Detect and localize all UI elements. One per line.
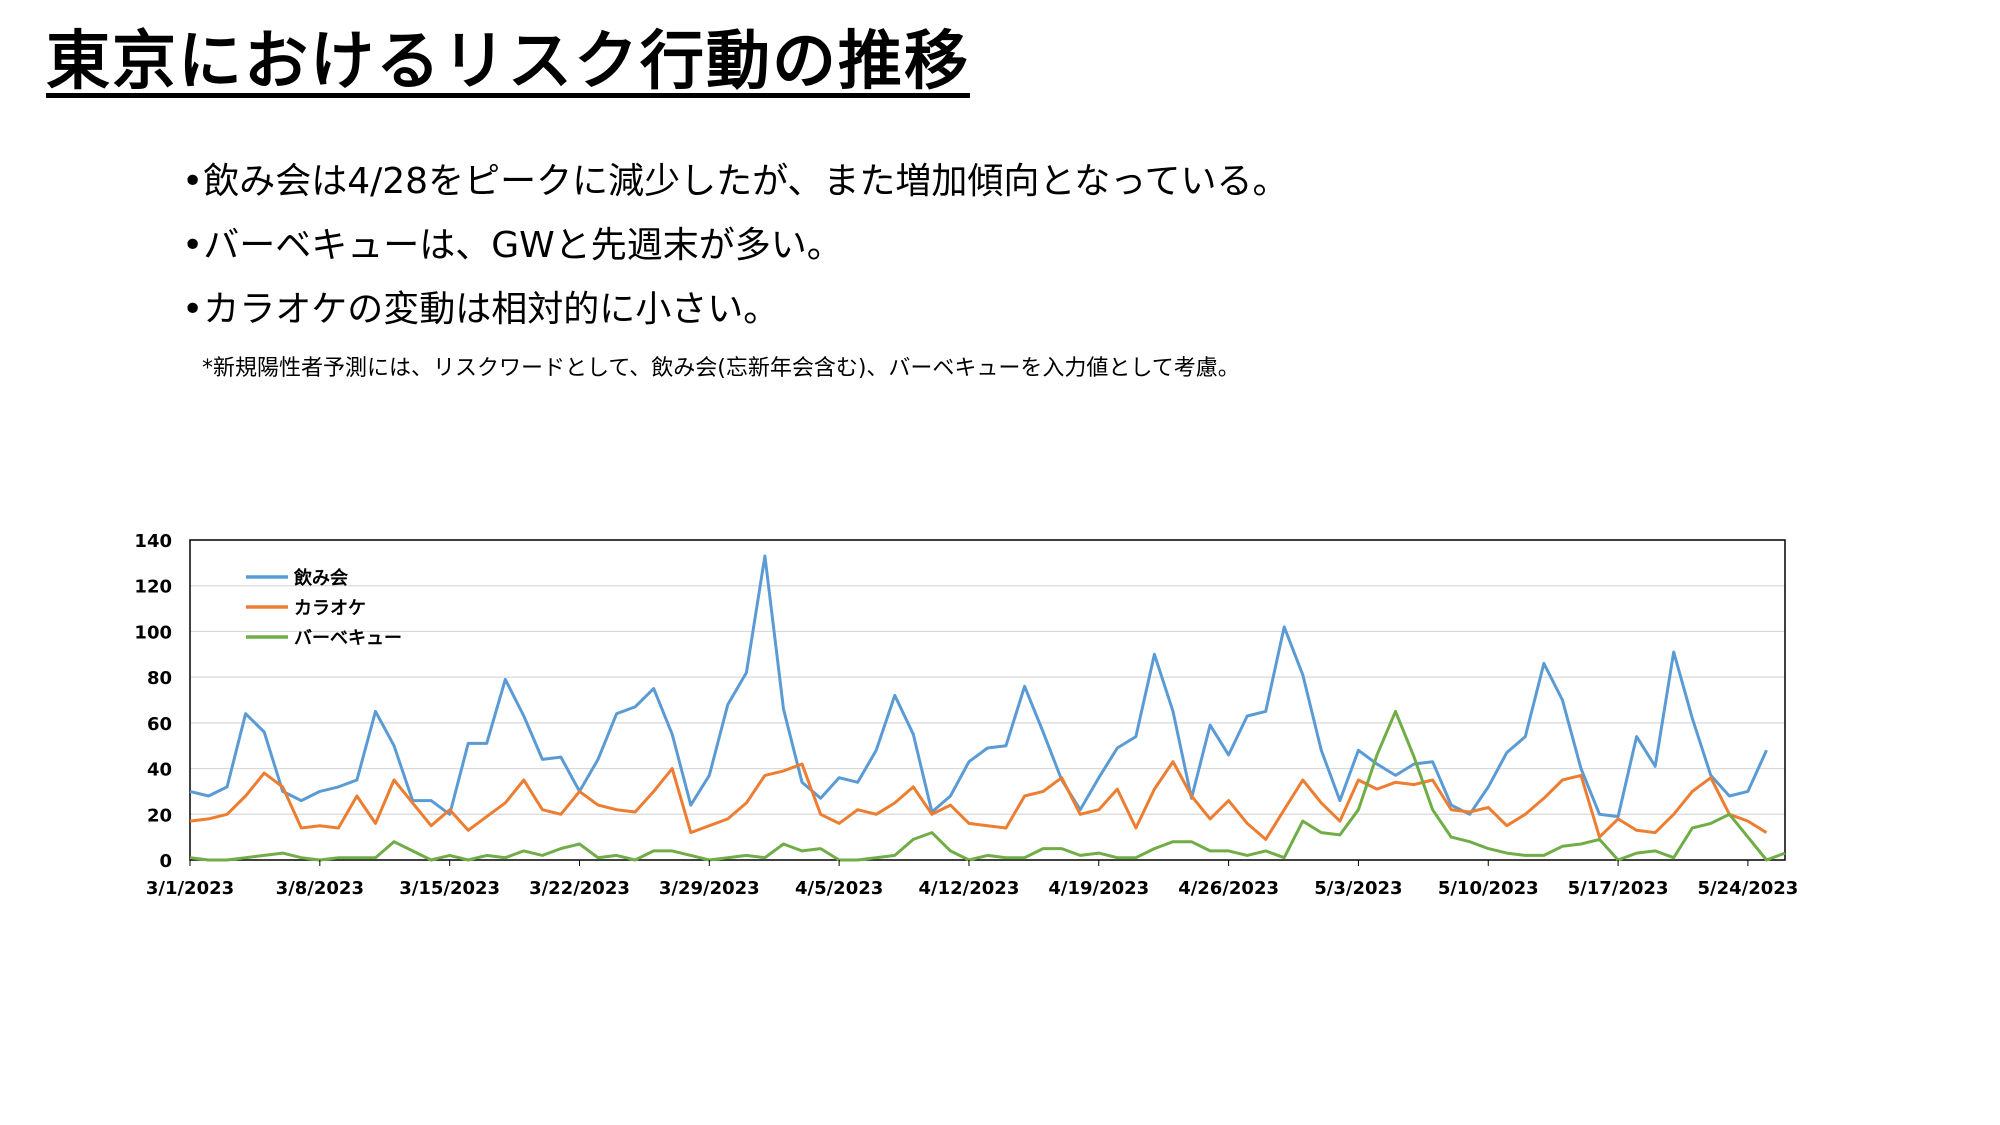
slide-title: 東京におけるリスク行動の推移	[46, 25, 970, 99]
legend-entry: 飲み会	[246, 567, 348, 589]
y-tick-label: 0	[159, 851, 172, 872]
series-line-1	[189, 554, 1768, 819]
y-tick-label: 120	[134, 577, 172, 598]
legend-label: バーベキュー	[294, 628, 402, 649]
x-tick-label: 3/1/2023	[146, 878, 234, 899]
x-tick-label: 4/19/2023	[1048, 878, 1149, 899]
y-tick-label: 40	[147, 760, 172, 781]
x-tick-label: 3/22/2023	[529, 878, 630, 899]
x-tick-label: 5/10/2023	[1438, 878, 1539, 899]
bullet-list: •飲み会は4/28をピークに減少したが、また増加傾向となっている。 •バーベキュ…	[182, 150, 1288, 342]
x-tick-label: 5/17/2023	[1568, 878, 1669, 899]
x-tick-label: 3/29/2023	[659, 878, 760, 899]
x-tick-label: 5/24/2023	[1697, 878, 1798, 899]
series-line-2	[189, 760, 1768, 841]
bullet-item: •バーベキューは、GWと先週末が多い。	[182, 225, 843, 266]
y-tick-label: 100	[134, 622, 172, 643]
axis-labels: 0 20 40 60 80 100 120 140 3/1/2023 3/8/2023 3/15/2…	[134, 531, 1798, 899]
bullet-item: •飲み会は4/28をピークに減少したが、また増加傾向となっている。	[182, 161, 1289, 202]
legend-label: 飲み会	[293, 567, 348, 589]
x-tick-label: 4/5/2023	[795, 878, 883, 899]
bullet-item: •カラオケの変動は相対的に小さい。	[182, 289, 780, 330]
gridlines	[190, 539, 1785, 815]
y-tick-label: 80	[147, 668, 172, 689]
x-tick-label: 4/26/2023	[1178, 878, 1279, 899]
x-tick-label: 3/8/2023	[276, 878, 364, 899]
legend-entry: バーベキュー	[246, 628, 402, 649]
legend-entry: カラオケ	[246, 598, 366, 619]
legend-label: カラオケ	[294, 598, 366, 619]
y-tick-label: 140	[134, 531, 172, 552]
x-tick-label: 3/15/2023	[399, 878, 500, 899]
footnote: *新規陽性者予測には、リスクワードとして、飲み会(忘新年会含む)、バーベキューを…	[202, 356, 1240, 381]
y-tick-label: 60	[147, 714, 172, 735]
series-lines	[189, 554, 1786, 862]
y-tick-label: 20	[147, 805, 172, 826]
plot-area	[189, 539, 1786, 861]
x-tick-label: 5/3/2023	[1314, 878, 1402, 899]
series-line-3	[189, 709, 1786, 862]
x-tick-label: 4/12/2023	[919, 878, 1020, 899]
